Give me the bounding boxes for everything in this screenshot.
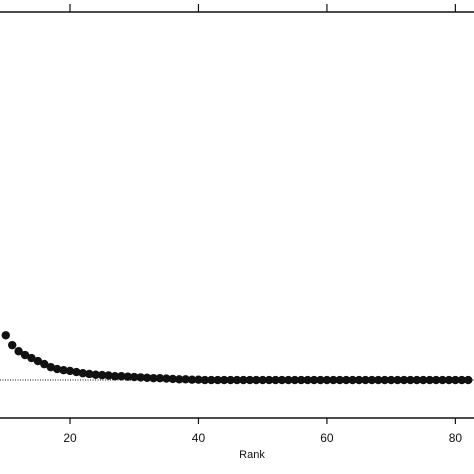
point xyxy=(457,375,466,385)
point xyxy=(232,375,242,385)
point xyxy=(431,375,441,385)
point xyxy=(110,372,120,381)
point xyxy=(162,374,171,383)
point xyxy=(226,375,235,385)
point xyxy=(40,359,49,369)
point xyxy=(284,375,293,385)
point xyxy=(117,372,126,381)
point xyxy=(354,375,364,385)
point xyxy=(329,375,338,385)
point xyxy=(14,347,23,356)
point xyxy=(213,375,222,385)
point xyxy=(33,356,43,366)
point xyxy=(341,375,351,385)
point xyxy=(194,375,203,384)
point xyxy=(464,375,473,385)
point xyxy=(444,375,454,385)
point xyxy=(348,375,357,385)
point xyxy=(20,350,30,360)
point xyxy=(303,375,312,385)
point xyxy=(290,375,300,385)
point xyxy=(406,375,415,385)
point xyxy=(65,366,75,376)
point xyxy=(258,375,267,385)
point xyxy=(309,375,319,385)
point xyxy=(239,375,248,385)
point xyxy=(149,373,158,383)
point xyxy=(322,375,332,385)
point xyxy=(297,375,306,385)
point xyxy=(52,364,62,374)
point xyxy=(123,372,133,381)
point xyxy=(155,373,165,383)
x-axis-label: Rank xyxy=(239,449,265,461)
point xyxy=(386,375,396,385)
x-tick-label: 60 xyxy=(320,431,334,445)
point xyxy=(187,375,197,384)
point xyxy=(277,375,287,385)
point xyxy=(316,375,325,385)
point xyxy=(393,375,402,385)
point xyxy=(8,340,17,350)
x-tick-label: 80 xyxy=(449,431,463,445)
point xyxy=(104,371,113,380)
point xyxy=(200,375,210,385)
point xyxy=(367,375,377,385)
point xyxy=(142,373,152,382)
point xyxy=(85,369,94,379)
point xyxy=(91,370,100,379)
point xyxy=(136,373,145,382)
point xyxy=(72,367,81,377)
point xyxy=(59,365,68,375)
point xyxy=(27,353,36,363)
point xyxy=(335,375,344,385)
point xyxy=(380,375,389,385)
point xyxy=(374,375,383,385)
point xyxy=(78,369,88,378)
point xyxy=(1,331,10,340)
point xyxy=(219,375,229,385)
point xyxy=(46,362,55,372)
point xyxy=(264,375,274,385)
point xyxy=(97,370,107,380)
point xyxy=(252,375,261,385)
point xyxy=(130,372,139,382)
point xyxy=(168,374,177,384)
point xyxy=(245,375,255,385)
point xyxy=(271,375,280,385)
point xyxy=(207,375,216,385)
point xyxy=(451,375,460,385)
point xyxy=(412,375,422,385)
point xyxy=(425,375,434,385)
point xyxy=(174,375,184,384)
point xyxy=(399,375,409,385)
x-tick-label: 20 xyxy=(63,431,77,445)
x-tick-label: 40 xyxy=(192,431,206,445)
point xyxy=(361,375,370,385)
point xyxy=(419,375,428,385)
point xyxy=(181,375,190,384)
point xyxy=(438,375,447,385)
